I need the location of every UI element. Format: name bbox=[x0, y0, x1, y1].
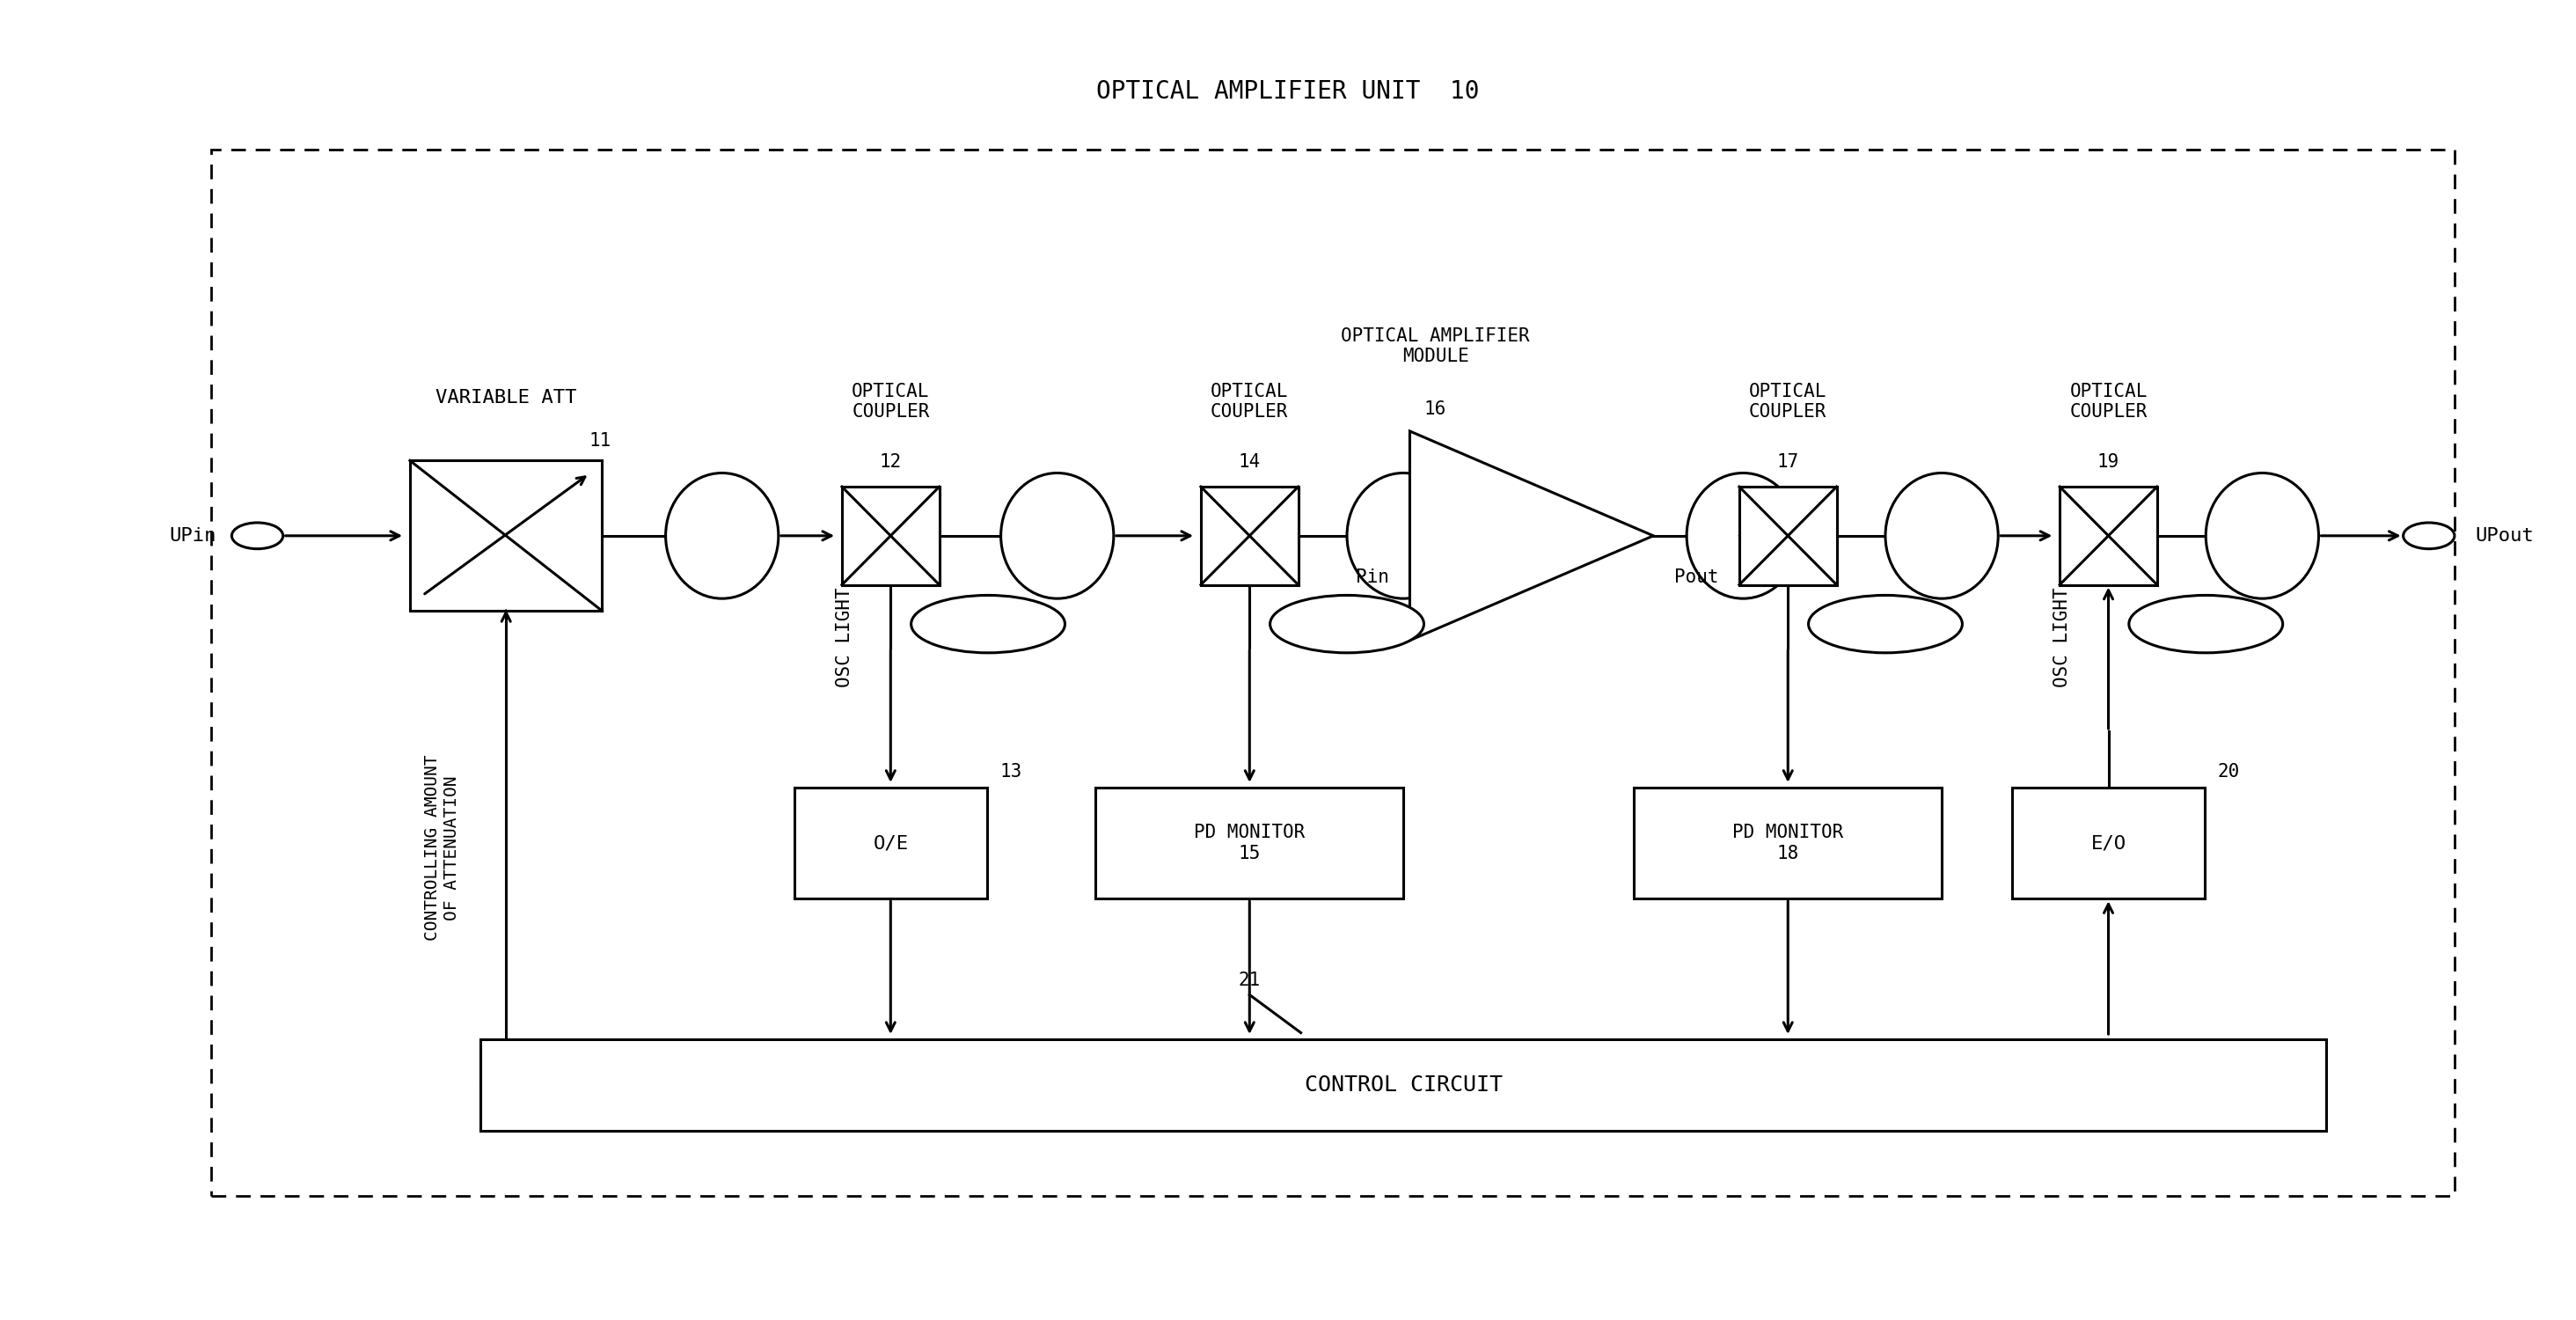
Bar bbox=[410, 461, 603, 611]
Ellipse shape bbox=[665, 473, 778, 598]
Ellipse shape bbox=[1687, 473, 1801, 598]
Ellipse shape bbox=[912, 595, 1064, 653]
Text: PD MONITOR
18: PD MONITOR 18 bbox=[1734, 824, 1844, 862]
Polygon shape bbox=[1409, 432, 1654, 640]
Text: E/O: E/O bbox=[2092, 834, 2125, 851]
Bar bbox=[1739, 487, 1837, 585]
Ellipse shape bbox=[2128, 595, 2282, 653]
Text: Pout: Pout bbox=[1674, 569, 1718, 586]
Bar bbox=[479, 1039, 2326, 1131]
Ellipse shape bbox=[1886, 473, 1999, 598]
Text: OPTICAL AMPLIFIER
MODULE: OPTICAL AMPLIFIER MODULE bbox=[1342, 327, 1530, 366]
Text: OSC LIGHT: OSC LIGHT bbox=[835, 587, 853, 688]
Text: OSC LIGHT: OSC LIGHT bbox=[2053, 587, 2071, 688]
Text: 12: 12 bbox=[878, 454, 902, 471]
Text: VARIABLE ATT: VARIABLE ATT bbox=[435, 389, 577, 407]
Text: UPout: UPout bbox=[2476, 527, 2535, 545]
Text: 20: 20 bbox=[2218, 763, 2239, 781]
Text: OPTICAL
COUPLER: OPTICAL COUPLER bbox=[853, 383, 930, 421]
Text: 19: 19 bbox=[2097, 454, 2120, 471]
Text: 13: 13 bbox=[999, 763, 1023, 781]
Text: UPin: UPin bbox=[170, 527, 216, 545]
Ellipse shape bbox=[1270, 595, 1425, 653]
Text: 11: 11 bbox=[590, 433, 611, 450]
Bar bbox=[793, 788, 987, 899]
Text: OPTICAL
COUPLER: OPTICAL COUPLER bbox=[1211, 383, 1288, 421]
Bar bbox=[1095, 788, 1404, 899]
Text: PD MONITOR
15: PD MONITOR 15 bbox=[1195, 824, 1306, 862]
Text: 16: 16 bbox=[1425, 400, 1448, 418]
Text: OPTICAL AMPLIFIER UNIT  10: OPTICAL AMPLIFIER UNIT 10 bbox=[1097, 79, 1479, 103]
Ellipse shape bbox=[2205, 473, 2318, 598]
Bar bbox=[1633, 788, 1942, 899]
Text: OPTICAL
COUPLER: OPTICAL COUPLER bbox=[1749, 383, 1826, 421]
Bar bbox=[2061, 487, 2156, 585]
Bar bbox=[842, 487, 940, 585]
Text: 17: 17 bbox=[1777, 454, 1798, 471]
Ellipse shape bbox=[1347, 473, 1461, 598]
Text: OPTICAL
COUPLER: OPTICAL COUPLER bbox=[2069, 383, 2148, 421]
Text: 14: 14 bbox=[1239, 454, 1260, 471]
Bar bbox=[2012, 788, 2205, 899]
Text: CONTROLLING AMOUNT
OF ATTENUATION: CONTROLLING AMOUNT OF ATTENUATION bbox=[425, 755, 461, 941]
Text: O/E: O/E bbox=[873, 834, 909, 851]
Ellipse shape bbox=[1002, 473, 1113, 598]
Text: Pin: Pin bbox=[1355, 569, 1388, 586]
Text: 21: 21 bbox=[1239, 972, 1260, 990]
Bar bbox=[1200, 487, 1298, 585]
Text: CONTROL CIRCUIT: CONTROL CIRCUIT bbox=[1303, 1074, 1502, 1096]
Ellipse shape bbox=[1808, 595, 1963, 653]
